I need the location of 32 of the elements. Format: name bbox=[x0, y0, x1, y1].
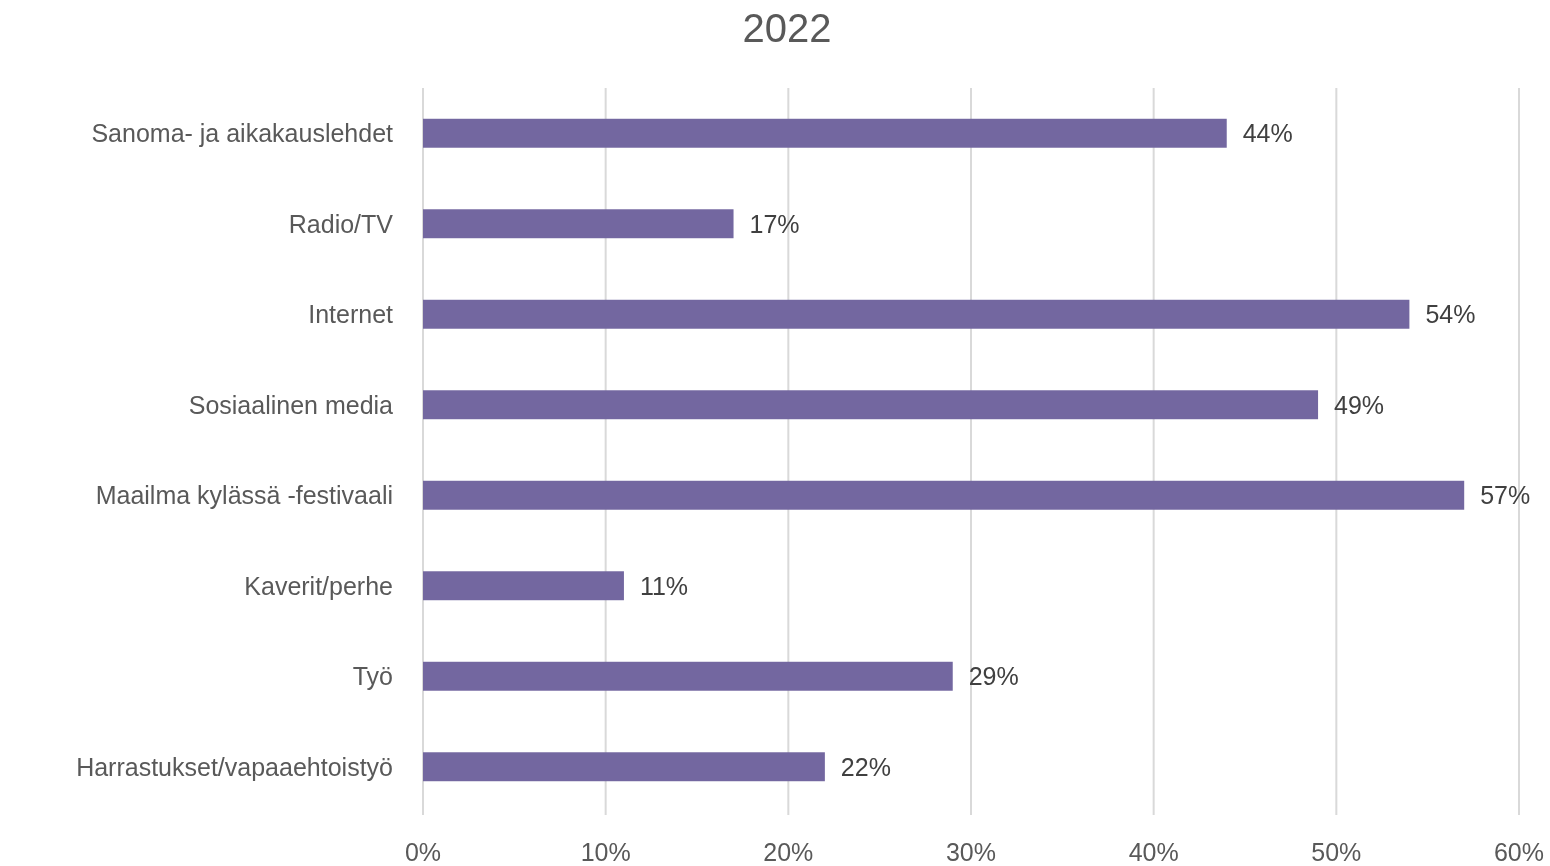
bar bbox=[423, 571, 624, 601]
y-tick-label: Työ bbox=[352, 662, 393, 691]
bar bbox=[423, 118, 1227, 148]
data-label: 57% bbox=[1480, 481, 1531, 510]
bar bbox=[423, 480, 1465, 510]
bar bbox=[423, 299, 1410, 329]
data-label: 54% bbox=[1425, 300, 1476, 329]
y-tick-label: Radio/TV bbox=[288, 209, 394, 238]
x-tick-label: 0% bbox=[404, 838, 442, 866]
y-tick-label: Kaverit/perhe bbox=[244, 571, 393, 600]
x-tick-label: 20% bbox=[763, 838, 814, 866]
bar bbox=[423, 209, 734, 239]
bar bbox=[423, 390, 1319, 420]
data-label: 22% bbox=[840, 752, 891, 781]
x-tick-label: 50% bbox=[1311, 838, 1362, 866]
data-label: 11% bbox=[639, 571, 689, 600]
x-tick-label: 40% bbox=[1128, 838, 1179, 866]
data-label: 17% bbox=[749, 209, 800, 238]
bar bbox=[423, 752, 825, 782]
bar bbox=[423, 661, 953, 691]
data-label: 29% bbox=[968, 662, 1019, 691]
data-label: 44% bbox=[1242, 119, 1293, 148]
y-tick-label: Sanoma- ja aikakauslehdet bbox=[91, 119, 394, 148]
x-tick-label: 10% bbox=[580, 838, 631, 866]
y-tick-label: Internet bbox=[308, 300, 394, 329]
chart-title: 2022 bbox=[742, 6, 832, 50]
y-tick-label: Maailma kylässä -festivaali bbox=[95, 481, 393, 510]
data-label: 49% bbox=[1334, 390, 1385, 419]
x-tick-label: 60% bbox=[1493, 838, 1545, 866]
y-tick-label: Harrastukset/vapaaehtoistyö bbox=[76, 752, 393, 781]
x-tick-label: 30% bbox=[945, 838, 997, 866]
y-tick-label: Sosiaalinen media bbox=[188, 390, 394, 419]
